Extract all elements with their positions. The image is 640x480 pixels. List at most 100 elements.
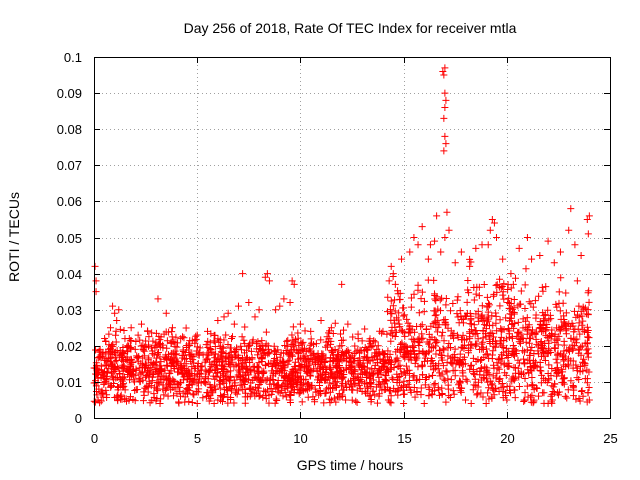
data-point <box>255 359 263 367</box>
data-point <box>241 399 249 407</box>
data-point <box>454 313 462 321</box>
data-point <box>570 307 578 315</box>
data-point <box>482 367 490 375</box>
data-point <box>405 377 413 385</box>
data-point <box>578 342 586 350</box>
data-point <box>145 367 153 375</box>
data-point <box>311 356 319 364</box>
data-point <box>484 303 492 311</box>
data-point <box>489 372 497 380</box>
data-point <box>525 298 533 306</box>
data-point <box>137 342 145 350</box>
data-point <box>529 326 537 334</box>
data-point <box>211 375 219 383</box>
data-point <box>463 298 471 306</box>
data-point <box>449 353 457 361</box>
data-point <box>160 391 168 399</box>
data-point <box>472 310 480 318</box>
data-point <box>436 391 444 399</box>
data-point <box>539 309 547 317</box>
data-point <box>293 379 301 387</box>
data-point <box>101 334 109 342</box>
data-point <box>226 376 234 384</box>
data-point <box>215 338 223 346</box>
data-point <box>547 315 555 323</box>
data-point <box>156 336 164 344</box>
data-point <box>182 324 190 332</box>
data-point <box>576 397 584 405</box>
data-point <box>362 345 370 353</box>
data-point <box>293 369 301 377</box>
data-point <box>149 350 157 358</box>
data-point <box>204 327 212 335</box>
data-point <box>396 365 404 373</box>
data-point <box>535 392 543 400</box>
data-point <box>331 319 339 327</box>
data-point <box>207 384 215 392</box>
data-point <box>329 329 337 337</box>
data-point <box>389 270 397 278</box>
data-point <box>363 383 371 391</box>
data-point <box>508 333 516 341</box>
data-point <box>433 328 441 336</box>
data-point <box>289 352 297 360</box>
data-point <box>285 356 293 364</box>
data-point <box>573 374 581 382</box>
data-point <box>287 377 295 385</box>
data-point <box>502 344 510 352</box>
data-point <box>536 323 544 331</box>
data-point <box>418 330 426 338</box>
data-point <box>367 343 375 351</box>
data-point <box>365 337 373 345</box>
data-point <box>463 309 471 317</box>
data-point <box>432 311 440 319</box>
data-point <box>199 351 207 359</box>
data-point <box>327 396 335 404</box>
data-point <box>483 313 491 321</box>
data-point <box>248 338 256 346</box>
data-point <box>267 374 275 382</box>
data-point <box>560 337 568 345</box>
data-point <box>155 369 163 377</box>
data-point <box>105 380 113 388</box>
data-point <box>428 371 436 379</box>
x-axis-ticks: 0 5 10 15 20 25 <box>91 57 618 446</box>
data-point <box>585 396 593 404</box>
data-point <box>548 326 556 334</box>
data-point <box>495 355 503 363</box>
data-point <box>399 312 407 320</box>
data-point <box>226 344 234 352</box>
data-point <box>330 380 338 388</box>
data-point <box>129 395 137 403</box>
data-point <box>276 389 284 397</box>
data-point <box>113 383 121 391</box>
data-point <box>163 344 171 352</box>
data-point <box>498 380 506 388</box>
data-point <box>399 327 407 335</box>
data-point <box>473 340 481 348</box>
data-point <box>169 338 177 346</box>
data-point <box>394 290 402 298</box>
data-point <box>475 292 483 300</box>
data-point <box>282 393 290 401</box>
data-point <box>106 355 114 363</box>
data-point <box>585 298 593 306</box>
data-point <box>214 317 222 325</box>
data-point <box>185 342 193 350</box>
data-point <box>523 330 531 338</box>
data-point <box>505 304 513 312</box>
data-point <box>503 396 511 404</box>
y-tick-label: 0.02 <box>57 339 82 354</box>
data-point <box>296 372 304 380</box>
data-point <box>92 277 100 285</box>
data-point <box>322 385 330 393</box>
data-point <box>561 353 569 361</box>
data-point <box>556 248 564 256</box>
data-point <box>478 302 486 310</box>
x-tick-label: 20 <box>500 431 514 446</box>
y-tick-label: 0.07 <box>57 158 82 173</box>
data-point <box>527 366 535 374</box>
data-point <box>327 340 335 348</box>
data-point <box>338 374 346 382</box>
data-point <box>140 391 148 399</box>
